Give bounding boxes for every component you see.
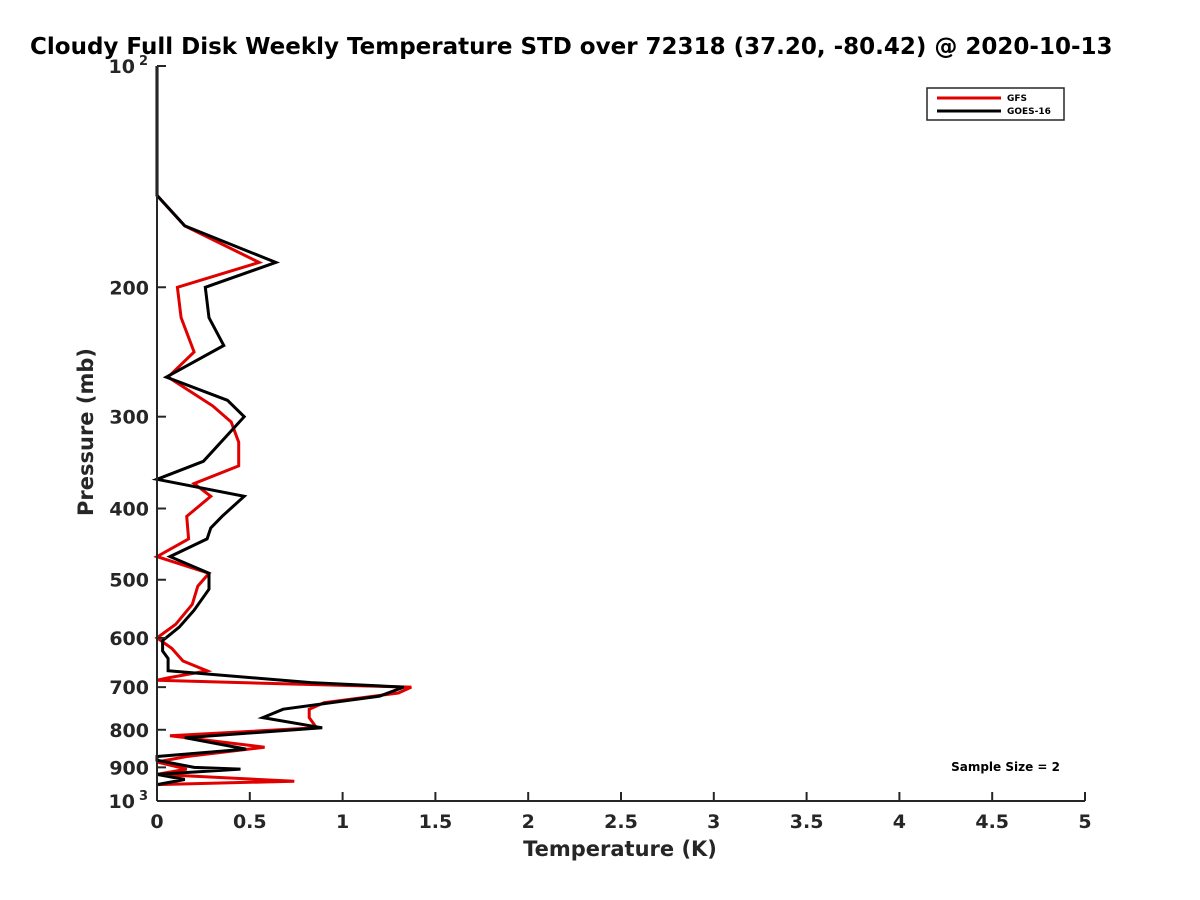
chart-title: Cloudy Full Disk Weekly Temperature STD …: [30, 34, 1113, 60]
x-tick-label: 3: [707, 811, 720, 833]
series-line-goes-16: [151, 66, 405, 787]
y-tick-exponent: 3: [139, 789, 148, 804]
x-tick-label: 1: [336, 811, 349, 833]
legend-label: GFS: [1007, 94, 1027, 104]
legend: GFS GOES-16: [926, 87, 1065, 121]
y-tick-label: 500: [109, 570, 149, 592]
x-tick-label: 5: [1078, 811, 1091, 833]
y-tick-label: 700: [109, 677, 149, 699]
y-tick-label: 800: [109, 720, 149, 742]
y-axis-label: Pressure (mb): [74, 348, 98, 516]
y-tick-label: 10: [109, 791, 135, 813]
y-tick-label: 900: [109, 757, 149, 779]
x-axis-label: Temperature (K): [523, 837, 717, 861]
axes-layer: 0 0.5 1 1.5 2 2.5 3 3.5 4 4.5 5 10 2 200 300 400 500 600 7…: [109, 54, 1092, 833]
x-tick-label: 1.5: [419, 811, 453, 833]
y-tick-label: 400: [109, 499, 149, 521]
y-tick-label: 600: [109, 628, 149, 650]
series-line-gfs: [153, 66, 412, 787]
series-layer: [151, 66, 412, 787]
x-tick-label: 4.5: [975, 811, 1009, 833]
x-tick-label: 2: [522, 811, 535, 833]
sample-size-annotation: Sample Size = 2: [951, 760, 1060, 774]
legend-label: GOES-16: [1007, 107, 1051, 117]
y-tick-label: 300: [109, 407, 149, 429]
legend-box: [926, 87, 1065, 121]
y-tick-label: 200: [109, 277, 149, 299]
x-tick-label: 2.5: [604, 811, 638, 833]
y-tick-exponent: 2: [139, 54, 148, 69]
x-tick-label: 3.5: [790, 811, 824, 833]
x-tick-label: 4: [893, 811, 906, 833]
y-tick-label: 10: [109, 56, 135, 78]
x-tick-label: 0.5: [233, 811, 267, 833]
x-tick-label: 0: [150, 811, 163, 833]
